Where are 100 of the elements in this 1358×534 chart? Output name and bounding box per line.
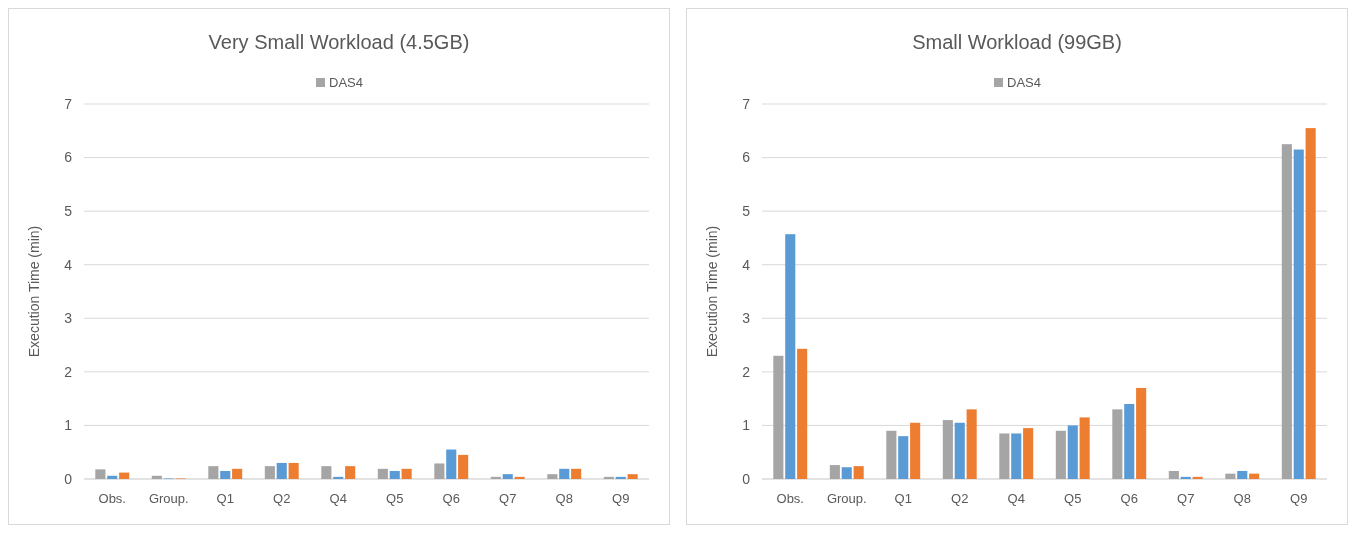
x-tick-label: Group. [826,491,867,506]
bar [288,462,299,479]
x-tick-label: Q9 [612,491,630,506]
legend-label: DAS4 [1007,75,1041,90]
bar [603,476,614,479]
bar [797,348,808,479]
x-tick-label: Q6 [442,491,460,506]
bar [942,420,953,479]
x-tick-label: Obs. [776,491,804,506]
y-tick-label: 0 [742,470,751,487]
x-tick-label: Q7 [499,491,517,506]
x-tick-label: Q8 [555,491,573,506]
y-tick-label: 3 [64,310,73,327]
bar [785,234,796,479]
bar [966,409,977,479]
bar [1305,128,1316,479]
bar [321,466,332,479]
bar [490,476,501,479]
bar [151,475,162,479]
bar [1281,144,1292,479]
y-tick-label: 7 [64,95,73,112]
bar [264,466,275,479]
bar [1067,425,1078,479]
bar [446,449,457,479]
bar [377,468,388,479]
bar [276,462,287,479]
x-tick-label: Q2 [273,491,291,506]
y-tick-label: 6 [64,149,73,166]
y-tick-label: 3 [742,310,751,327]
legend-label: DAS4 [329,75,363,90]
y-tick-label: 6 [742,149,751,166]
bar [389,470,400,479]
bar [898,436,909,479]
x-tick-label: Q4 [329,491,347,506]
bar [1249,473,1260,479]
x-tick-label: Q7 [1177,491,1195,506]
x-tick-label: Q1 [894,491,912,506]
y-tick-label: 2 [742,363,751,380]
bar [829,465,840,479]
x-tick-label: Obs. [98,491,126,506]
bar [559,468,570,479]
bar [232,468,243,479]
bar [119,472,130,479]
bar [1079,417,1090,479]
bar [853,466,864,479]
bar [514,476,525,479]
bar [345,466,356,479]
y-tick-label: 5 [64,203,73,220]
y-axis-title: Execution Time (min) [704,225,720,358]
bar [615,476,626,479]
bar [502,474,513,479]
bar [208,466,219,479]
x-tick-label: Q1 [216,491,234,506]
y-tick-label: 1 [742,417,751,434]
bar [773,355,784,479]
x-tick-label: Q4 [1007,491,1025,506]
bar [954,422,965,479]
y-tick-label: 1 [64,417,73,434]
bar [627,474,638,479]
chart-title: Small Workload (99GB) [912,31,1122,53]
bar [547,474,558,479]
bar [1055,430,1066,479]
y-tick-label: 4 [742,256,751,273]
bar [95,469,106,479]
x-tick-label: Q5 [386,491,404,506]
bar [910,422,921,479]
y-tick-label: 7 [742,95,751,112]
x-tick-label: Q9 [1290,491,1308,506]
x-tick-label: Q2 [951,491,969,506]
bar [220,470,231,479]
bar [1023,428,1034,479]
bar [1168,470,1179,479]
x-tick-label: Q5 [1064,491,1082,506]
bar [571,468,582,479]
y-tick-label: 5 [742,203,751,220]
chart-title: Very Small Workload (4.5GB) [208,31,470,53]
bar [1293,149,1304,479]
y-axis-title: Execution Time (min) [26,225,42,358]
bar [1192,476,1203,479]
bar [434,463,445,479]
bar [841,467,852,479]
bar [1225,473,1236,479]
bar [1011,433,1022,479]
bar [458,454,469,479]
x-tick-label: Q6 [1120,491,1138,506]
bar [1136,387,1147,479]
bar [1180,476,1191,479]
bar [333,476,344,479]
bar [886,430,897,479]
bar [1237,470,1248,479]
y-tick-label: 4 [64,256,73,273]
y-tick-label: 2 [64,363,73,380]
bar [401,468,412,479]
bar [107,475,118,479]
bar [999,433,1010,479]
x-tick-label: Group. [148,491,189,506]
bar [1124,404,1135,479]
bar [1112,409,1123,479]
y-tick-label: 0 [64,470,73,487]
x-tick-label: Q8 [1233,491,1251,506]
